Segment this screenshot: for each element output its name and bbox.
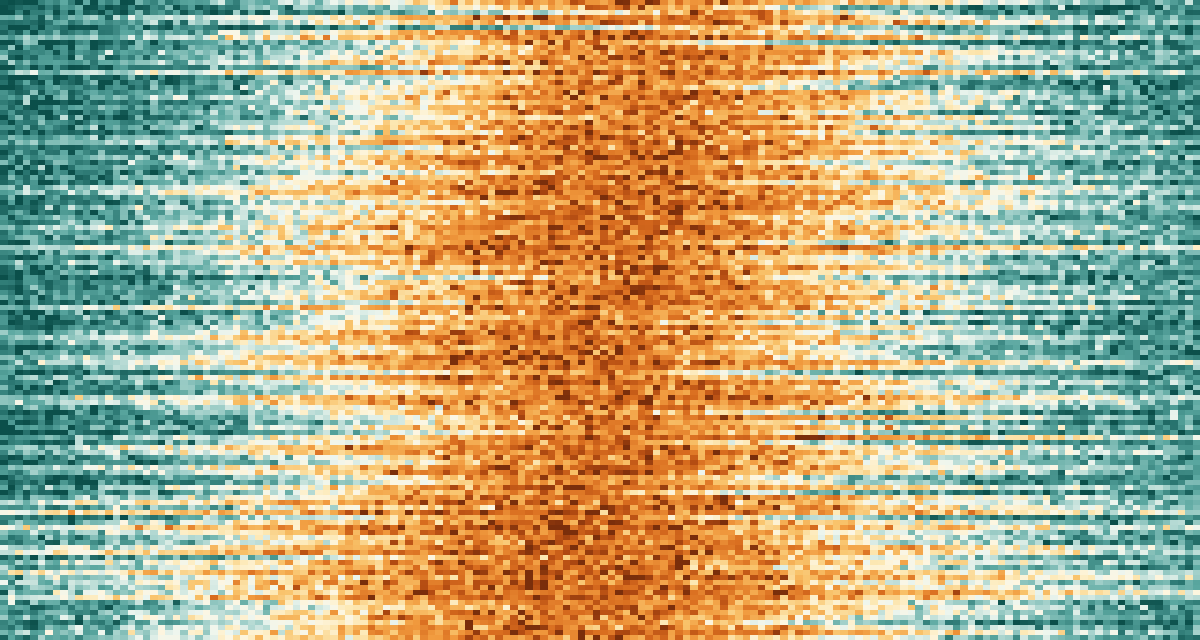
heatmap-canvas xyxy=(0,0,1200,640)
